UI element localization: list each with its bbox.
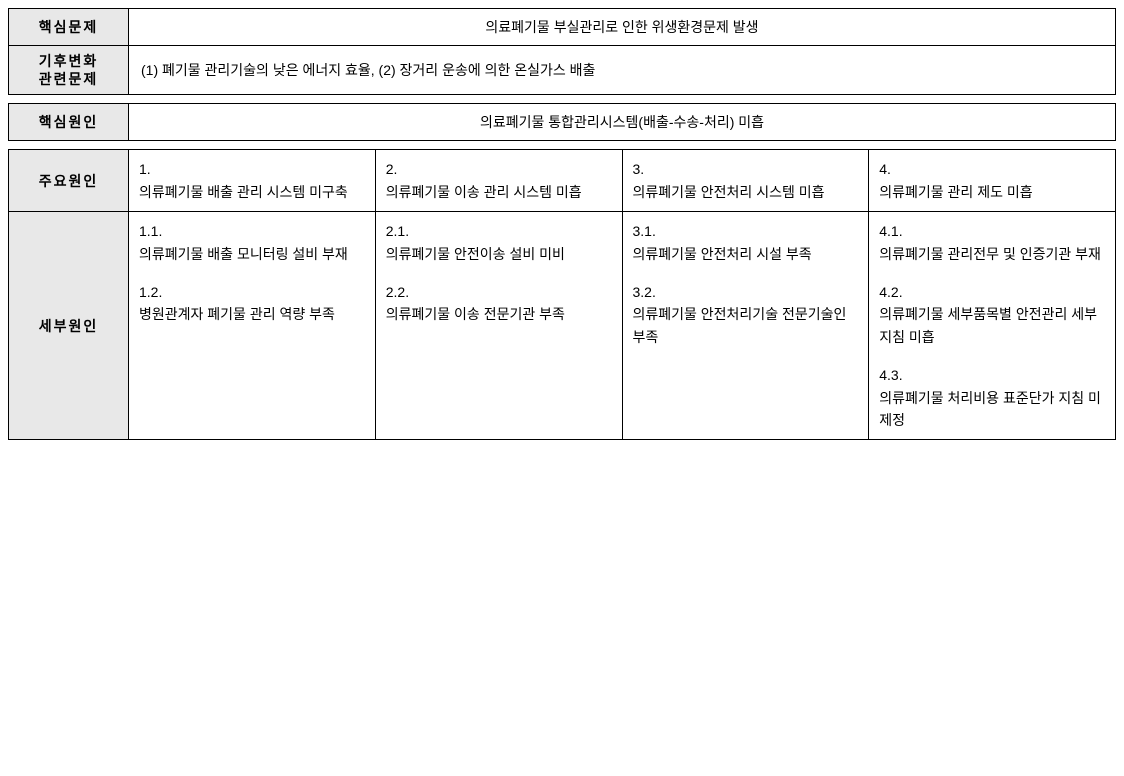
detail-2-1-num: 2.1. bbox=[386, 220, 612, 242]
detail-item-4-1: 4.1. 의류폐기물 관리전무 및 인증기관 부재 bbox=[879, 220, 1105, 265]
core-cause-label: 핵심원인 bbox=[9, 104, 129, 141]
main-cause-2: 2. 의류폐기물 이송 관리 시스템 미흡 bbox=[375, 150, 622, 212]
detail-4-1-num: 4.1. bbox=[879, 220, 1105, 242]
detail-4-2-text: 의류폐기물 세부품목별 안전관리 세부 지침 미흡 bbox=[879, 306, 1097, 344]
detail-item-1-2: 1.2. 병원관계자 폐기물 관리 역량 부족 bbox=[139, 281, 365, 326]
main-cause-1: 1. 의류폐기물 배출 관리 시스템 미구축 bbox=[129, 150, 376, 212]
detail-2-1-text: 의류폐기물 안전이송 설비 미비 bbox=[386, 246, 565, 262]
climate-problem-label: 기후변화 관련문제 bbox=[9, 46, 129, 95]
detail-cause-col-3: 3.1. 의류폐기물 안전처리 시설 부족 3.2. 의류폐기물 안전처리기술 … bbox=[622, 212, 869, 440]
document-root: 핵심문제 의료폐기물 부실관리로 인한 위생환경문제 발생 기후변화 관련문제 … bbox=[8, 8, 1116, 440]
detail-item-3-2: 3.2. 의류폐기물 안전처리기술 전문기술인 부족 bbox=[633, 281, 859, 348]
detail-3-2-num: 3.2. bbox=[633, 281, 859, 303]
detail-4-3-text: 의류폐기물 처리비용 표준단가 지침 미제정 bbox=[879, 390, 1101, 428]
main-causes-row: 주요원인 1. 의류폐기물 배출 관리 시스템 미구축 2. 의류폐기물 이송 … bbox=[9, 150, 1116, 212]
causes-table: 주요원인 1. 의류폐기물 배출 관리 시스템 미구축 2. 의류폐기물 이송 … bbox=[8, 149, 1116, 440]
detail-4-1-text: 의류폐기물 관리전무 및 인증기관 부재 bbox=[879, 246, 1101, 262]
climate-problem-row: 기후변화 관련문제 (1) 폐기물 관리기술의 낮은 에너지 효율, (2) 장… bbox=[9, 46, 1116, 95]
climate-label-line1: 기후변화 bbox=[39, 53, 99, 69]
detail-cause-col-4: 4.1. 의류폐기물 관리전무 및 인증기관 부재 4.2. 의류폐기물 세부품… bbox=[869, 212, 1116, 440]
main-cause-3-num: 3. bbox=[633, 158, 859, 180]
detail-3-1-num: 3.1. bbox=[633, 220, 859, 242]
core-cause-table: 핵심원인 의료폐기물 통합관리시스템(배출-수송-처리) 미흡 bbox=[8, 103, 1116, 141]
detail-item-4-3: 4.3. 의류폐기물 처리비용 표준단가 지침 미제정 bbox=[879, 364, 1105, 431]
core-cause-content: 의료폐기물 통합관리시스템(배출-수송-처리) 미흡 bbox=[129, 104, 1116, 141]
core-problem-content: 의료폐기물 부실관리로 인한 위생환경문제 발생 bbox=[129, 9, 1116, 46]
detail-4-2-num: 4.2. bbox=[879, 281, 1105, 303]
detail-2-2-num: 2.2. bbox=[386, 281, 612, 303]
detail-item-2-2: 2.2. 의류폐기물 이송 전문기관 부족 bbox=[386, 281, 612, 326]
detail-causes-row: 세부원인 1.1. 의류폐기물 배출 모니터링 설비 부재 1.2. 병원관계자… bbox=[9, 212, 1116, 440]
detail-4-3-num: 4.3. bbox=[879, 364, 1105, 386]
main-cause-4-num: 4. bbox=[879, 158, 1105, 180]
detail-2-2-text: 의류폐기물 이송 전문기관 부족 bbox=[386, 306, 565, 322]
detail-1-2-text: 병원관계자 폐기물 관리 역량 부족 bbox=[139, 306, 335, 322]
detail-1-1-text: 의류폐기물 배출 모니터링 설비 부재 bbox=[139, 246, 348, 262]
main-cause-4: 4. 의류폐기물 관리 제도 미흡 bbox=[869, 150, 1116, 212]
main-cause-3-text: 의류폐기물 안전처리 시스템 미흡 bbox=[633, 184, 825, 200]
climate-label-line2: 관련문제 bbox=[39, 71, 99, 87]
detail-cause-col-2: 2.1. 의류폐기물 안전이송 설비 미비 2.2. 의류폐기물 이송 전문기관… bbox=[375, 212, 622, 440]
core-problem-row: 핵심문제 의료폐기물 부실관리로 인한 위생환경문제 발생 bbox=[9, 9, 1116, 46]
detail-cause-col-1: 1.1. 의류폐기물 배출 모니터링 설비 부재 1.2. 병원관계자 폐기물 … bbox=[129, 212, 376, 440]
detail-item-3-1: 3.1. 의류폐기물 안전처리 시설 부족 bbox=[633, 220, 859, 265]
detail-3-1-text: 의류폐기물 안전처리 시설 부족 bbox=[633, 246, 812, 262]
detail-3-2-text: 의류폐기물 안전처리기술 전문기술인 부족 bbox=[633, 306, 847, 344]
main-cause-3: 3. 의류폐기물 안전처리 시스템 미흡 bbox=[622, 150, 869, 212]
detail-causes-label: 세부원인 bbox=[9, 212, 129, 440]
main-cause-1-text: 의류폐기물 배출 관리 시스템 미구축 bbox=[139, 184, 348, 200]
main-cause-4-text: 의류폐기물 관리 제도 미흡 bbox=[879, 184, 1032, 200]
main-cause-2-text: 의류폐기물 이송 관리 시스템 미흡 bbox=[386, 184, 582, 200]
problem-table: 핵심문제 의료폐기물 부실관리로 인한 위생환경문제 발생 기후변화 관련문제 … bbox=[8, 8, 1116, 95]
detail-1-2-num: 1.2. bbox=[139, 281, 365, 303]
core-cause-row: 핵심원인 의료폐기물 통합관리시스템(배출-수송-처리) 미흡 bbox=[9, 104, 1116, 141]
main-causes-label: 주요원인 bbox=[9, 150, 129, 212]
detail-item-2-1: 2.1. 의류폐기물 안전이송 설비 미비 bbox=[386, 220, 612, 265]
climate-problem-content: (1) 폐기물 관리기술의 낮은 에너지 효율, (2) 장거리 운송에 의한 … bbox=[129, 46, 1116, 95]
main-cause-1-num: 1. bbox=[139, 158, 365, 180]
detail-1-1-num: 1.1. bbox=[139, 220, 365, 242]
detail-item-4-2: 4.2. 의류폐기물 세부품목별 안전관리 세부 지침 미흡 bbox=[879, 281, 1105, 348]
core-problem-label: 핵심문제 bbox=[9, 9, 129, 46]
main-cause-2-num: 2. bbox=[386, 158, 612, 180]
detail-item-1-1: 1.1. 의류폐기물 배출 모니터링 설비 부재 bbox=[139, 220, 365, 265]
